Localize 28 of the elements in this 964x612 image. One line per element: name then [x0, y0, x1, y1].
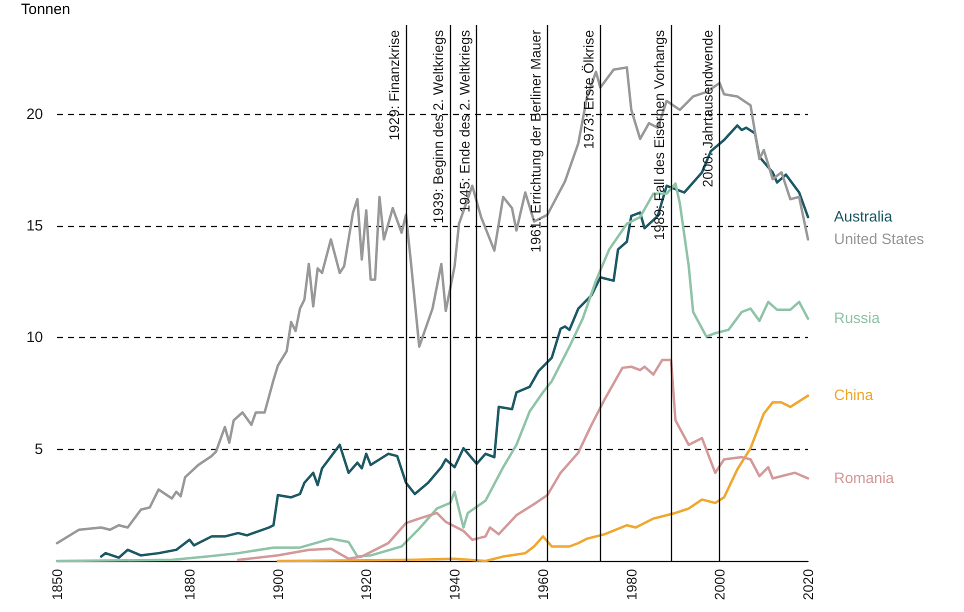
x-tick-label: 1880 — [182, 568, 198, 600]
x-tick-label: 1940 — [446, 568, 463, 600]
y-tick-label: 20 — [26, 106, 43, 123]
series-label: China — [834, 387, 874, 404]
ref-line-label: 1945: Ende des 2. Weltkriegs — [456, 30, 473, 213]
line-series — [236, 358, 810, 562]
x-tick-label: 1850 — [49, 568, 65, 600]
ref-line-label: 2000: Jahrtausendwende — [700, 30, 716, 188]
series-label: Romania — [834, 470, 895, 487]
y-tick-label: 10 — [26, 329, 43, 346]
x-tick-label: 2020 — [800, 568, 816, 600]
y-tick-label: 15 — [26, 218, 43, 234]
x-tick-label: 1920 — [358, 568, 374, 600]
series-label: United States — [834, 230, 924, 248]
x-tick-label: 1960 — [534, 568, 551, 600]
x-tick-label: 1980 — [623, 568, 640, 600]
ref-line-label: 1939: Beginn des 2. Weltkriegs — [430, 30, 446, 224]
line-series — [276, 394, 810, 562]
series-label: Russia — [834, 310, 881, 328]
y-axis-title: Tonnen — [21, 1, 70, 18]
series-label: Australia — [834, 208, 894, 226]
ref-line-label: 1961: Errichtung der Berliner Mauer — [527, 30, 544, 253]
x-tick-label: 1900 — [270, 568, 286, 600]
ref-line-label: 1973: Erste Ölkrise — [580, 30, 596, 150]
y-tick-label: 5 — [34, 440, 43, 458]
ref-line-label: 1989: Fall des Eisernen Vorhangs — [651, 30, 668, 240]
x-tick-label: 2000 — [712, 568, 728, 600]
ref-line-label: 1929: Finanzkrise — [386, 30, 402, 141]
